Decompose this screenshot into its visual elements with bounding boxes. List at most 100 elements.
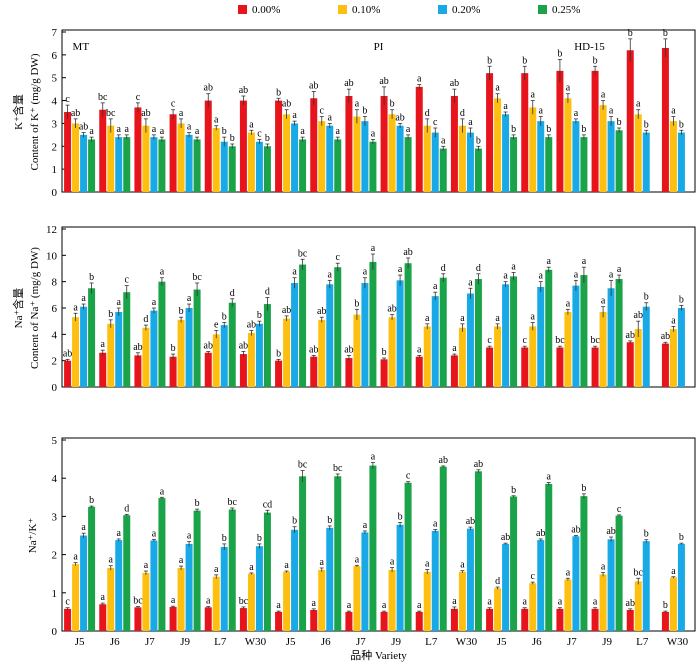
significance-letter: b: [593, 55, 598, 66]
bar: [177, 319, 185, 387]
bar: [556, 347, 564, 387]
significance-letter: b: [557, 48, 562, 59]
bar: [134, 355, 142, 387]
significance-letter: ab: [63, 348, 72, 359]
bar: [556, 608, 564, 631]
significance-letter: b: [546, 124, 551, 135]
significance-letter: a: [511, 261, 516, 272]
bar: [615, 515, 623, 631]
significance-letter: ab: [466, 516, 475, 527]
bar: [88, 506, 96, 631]
bar: [64, 360, 72, 387]
significance-letter: a: [171, 595, 176, 606]
significance-letter: a: [284, 560, 289, 571]
bar: [239, 100, 247, 192]
significance-letter: a: [101, 339, 106, 350]
significance-letter: a: [109, 555, 114, 566]
bar: [599, 105, 607, 192]
significance-letter: a: [382, 600, 387, 611]
significance-letter: a: [671, 106, 676, 117]
bar: [275, 100, 283, 192]
significance-letter: b: [476, 135, 481, 146]
bar: [494, 98, 502, 192]
bar: [361, 532, 369, 631]
bar: [334, 476, 342, 631]
bar: [310, 98, 318, 192]
significance-letter: d: [265, 286, 270, 297]
bar: [607, 121, 615, 192]
bar: [529, 107, 537, 192]
bar: [642, 306, 650, 387]
y-tick-label: 6: [52, 303, 58, 315]
bar: [537, 540, 545, 631]
significance-letter: a: [363, 520, 368, 531]
significance-letter: b: [108, 309, 113, 320]
bar: [607, 288, 615, 387]
bar: [502, 114, 510, 192]
bar: [423, 125, 431, 192]
bar: [458, 125, 466, 192]
significance-letter: b: [644, 529, 649, 540]
bar: [591, 347, 599, 387]
bar: [353, 314, 361, 387]
bar: [80, 306, 88, 387]
significance-letter: a: [160, 267, 165, 278]
y-tick-label: 10: [46, 250, 58, 262]
significance-letter: a: [566, 83, 571, 94]
bar: [72, 317, 80, 387]
significance-letter: a: [81, 293, 86, 304]
significance-letter: ab: [403, 247, 412, 258]
y-tick-label: 2: [52, 550, 58, 562]
legend-label: 0.25%: [552, 4, 580, 16]
bar: [310, 356, 318, 387]
x-tick-label: J7: [567, 636, 577, 648]
significance-letter: b: [663, 28, 668, 39]
significance-letter: b: [276, 348, 281, 359]
significance-letter: d: [476, 263, 481, 274]
bar: [212, 576, 220, 631]
bar: [572, 285, 580, 387]
bar: [318, 121, 326, 192]
bar: [450, 608, 458, 631]
group-label: PI: [374, 41, 384, 53]
bar: [642, 132, 650, 192]
bar: [228, 146, 236, 192]
bar: [431, 132, 439, 192]
legend-swatch: [538, 5, 547, 14]
significance-letter: bc: [590, 335, 600, 346]
bar: [404, 482, 412, 631]
significance-letter: a: [371, 128, 376, 139]
significance-letter: a: [214, 564, 219, 575]
bar: [80, 535, 88, 631]
significance-letter: a: [144, 560, 149, 571]
bar: [283, 114, 291, 192]
bar: [185, 308, 193, 387]
y-tick-label: 7: [52, 27, 58, 39]
significance-letter: b: [581, 124, 586, 135]
significance-letter: a: [636, 99, 641, 110]
bar: [521, 73, 529, 192]
bar: [380, 96, 388, 192]
significance-letter: a: [468, 277, 473, 288]
bar: [150, 310, 158, 387]
bar: [545, 137, 553, 192]
significance-letter: ab: [661, 331, 670, 342]
bar: [326, 527, 334, 631]
significance-letter: b: [398, 512, 403, 523]
y-axis-label: Na⁺/K⁺: [27, 518, 39, 554]
bar: [193, 289, 201, 387]
significance-letter: a: [152, 528, 157, 539]
x-tick-label: J6: [321, 636, 331, 648]
bar: [380, 611, 388, 631]
bar: [88, 139, 96, 192]
significance-letter: b: [171, 343, 176, 354]
significance-letter: b: [382, 347, 387, 358]
bar: [99, 604, 107, 631]
bar: [220, 546, 228, 631]
significance-letter: b: [222, 126, 227, 137]
significance-letter: a: [460, 313, 465, 324]
significance-letter: ab: [309, 344, 318, 355]
significance-letter: a: [117, 528, 122, 539]
significance-letter: a: [336, 126, 341, 137]
bar: [80, 134, 88, 192]
